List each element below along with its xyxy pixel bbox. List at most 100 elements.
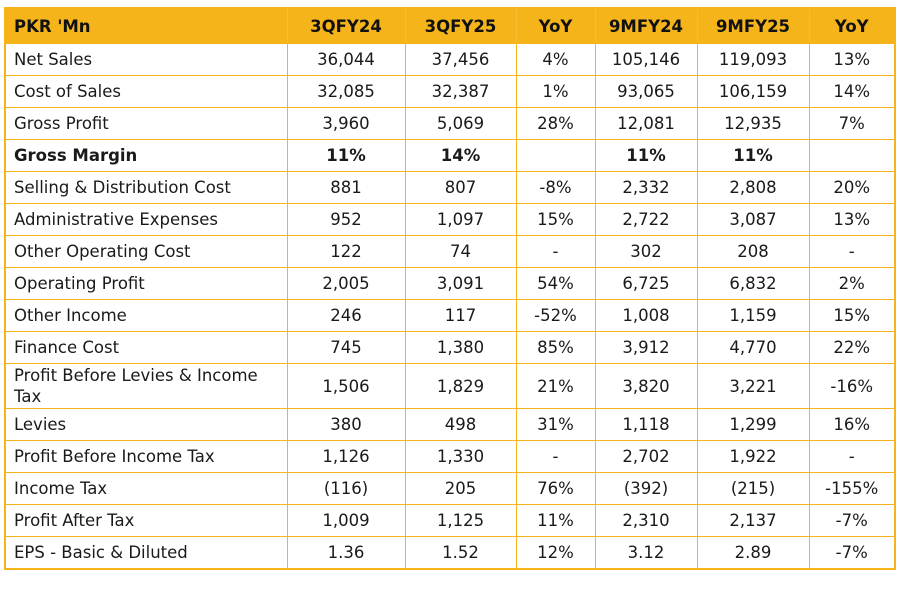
cell-9mfy24: 3,820 — [594, 363, 698, 409]
table-row: Gross Profit 3,960 5,069 28% 12,081 12,935 7% — [4, 107, 896, 140]
row-label: Profit Before Income Tax — [4, 440, 288, 473]
cell-3qfy25: 1,097 — [404, 203, 517, 236]
table-row: Other Operating Cost 122 74-302 208- — [4, 235, 896, 268]
cell-nine-month-yoy — [808, 139, 896, 172]
cell-9mfy24: 2,722 — [594, 203, 698, 236]
row-label: Profit Before Levies & Income Tax — [4, 363, 288, 409]
cell-9mfy24: 1,008 — [594, 299, 698, 332]
cell-nine-month-yoy: 22% — [808, 331, 896, 364]
cell-nine-month-yoy: 16% — [808, 408, 896, 441]
cell-9mfy24: 302 — [594, 235, 698, 268]
cell-quarter-yoy: 31% — [515, 408, 596, 441]
cell-9mfy25: 119,093 — [696, 43, 810, 76]
row-label: Operating Profit — [4, 267, 288, 300]
cell-quarter-yoy: -52% — [515, 299, 596, 332]
table-row: Net Sales 36,044 37,456 4% 105,146 119,093 13% — [4, 43, 896, 76]
header-3qfy24: 3QFY24 — [286, 7, 406, 44]
cell-9mfy25: 1,299 — [696, 408, 810, 441]
cell-9mfy24: 6,725 — [594, 267, 698, 300]
cell-quarter-yoy: 28% — [515, 107, 596, 140]
cell-9mfy24: 2,310 — [594, 504, 698, 537]
cell-9mfy25: 6,832 — [696, 267, 810, 300]
cell-nine-month-yoy: 13% — [808, 43, 896, 76]
cell-nine-month-yoy: 20% — [808, 171, 896, 204]
cell-9mfy25: 11% — [696, 139, 810, 172]
cell-3qfy24: 11% — [286, 139, 406, 172]
header-3qfy25: 3QFY25 — [404, 7, 517, 44]
cell-3qfy24: 952 — [286, 203, 406, 236]
cell-3qfy25: 117 — [404, 299, 517, 332]
row-label: Other Operating Cost — [4, 235, 288, 268]
cell-quarter-yoy: 85% — [515, 331, 596, 364]
cell-9mfy24: 3.12 — [594, 536, 698, 570]
cell-quarter-yoy: 15% — [515, 203, 596, 236]
cell-3qfy24: 36,044 — [286, 43, 406, 76]
cell-3qfy24: 1.36 — [286, 536, 406, 570]
cell-3qfy25: 37,456 — [404, 43, 517, 76]
cell-nine-month-yoy: 7% — [808, 107, 896, 140]
cell-3qfy24: 881 — [286, 171, 406, 204]
cell-quarter-yoy: - — [515, 235, 596, 268]
table-row: Gross Margin 11% 14% 11% 11% — [4, 139, 896, 172]
cell-9mfy24: 1,118 — [594, 408, 698, 441]
table-row: Profit Before Levies & Income Tax 1,506 1,… — [4, 363, 896, 409]
cell-nine-month-yoy: -155% — [808, 472, 896, 505]
row-label: Gross Margin — [4, 139, 288, 172]
cell-3qfy24: 3,960 — [286, 107, 406, 140]
row-label: EPS - Basic & Diluted — [4, 536, 288, 570]
cell-nine-month-yoy: - — [808, 440, 896, 473]
table-row: Administrative Expenses 952 1,097 15% 2,722 3… — [4, 203, 896, 236]
row-label: Selling & Distribution Cost — [4, 171, 288, 204]
cell-3qfy24: (116) — [286, 472, 406, 505]
header-9mfy24: 9MFY24 — [594, 7, 698, 44]
row-label: Finance Cost — [4, 331, 288, 364]
cell-3qfy25: 1,829 — [404, 363, 517, 409]
table-row: EPS - Basic & Diluted 1.36 1.52 12% 3.12 2.89… — [4, 536, 896, 570]
cell-9mfy25: 1,159 — [696, 299, 810, 332]
cell-9mfy24: 11% — [594, 139, 698, 172]
cell-nine-month-yoy: -7% — [808, 504, 896, 537]
cell-nine-month-yoy: 13% — [808, 203, 896, 236]
financial-results-table: PKR 'Mn 3QFY24 3QFY25 YoY 9MFY24 9MFY25 … — [4, 7, 896, 570]
cell-quarter-yoy: -8% — [515, 171, 596, 204]
header-currency-unit: PKR 'Mn — [4, 7, 288, 44]
cell-3qfy25: 14% — [404, 139, 517, 172]
table-row: Operating Profit 2,005 3,091 54% 6,725 6,832 2… — [4, 267, 896, 300]
table-row: Levies 380 498 31% 1,118 1,299 16% — [4, 408, 896, 441]
header-row: PKR 'Mn 3QFY24 3QFY25 YoY 9MFY24 9MFY25 … — [4, 7, 896, 44]
cell-3qfy24: 380 — [286, 408, 406, 441]
row-label: Levies — [4, 408, 288, 441]
cell-nine-month-yoy: -7% — [808, 536, 896, 570]
cell-3qfy25: 1,330 — [404, 440, 517, 473]
cell-quarter-yoy: 21% — [515, 363, 596, 409]
cell-9mfy24: (392) — [594, 472, 698, 505]
cell-9mfy25: 4,770 — [696, 331, 810, 364]
cell-quarter-yoy — [515, 139, 596, 172]
header-nine-month-yoy: YoY — [808, 7, 896, 44]
cell-nine-month-yoy: 15% — [808, 299, 896, 332]
cell-3qfy25: 32,387 — [404, 75, 517, 108]
cell-9mfy24: 2,332 — [594, 171, 698, 204]
cell-quarter-yoy: 4% — [515, 43, 596, 76]
cell-9mfy25: (215) — [696, 472, 810, 505]
cell-9mfy25: 2,808 — [696, 171, 810, 204]
cell-nine-month-yoy: 14% — [808, 75, 896, 108]
cell-3qfy25: 74 — [404, 235, 517, 268]
cell-9mfy24: 105,146 — [594, 43, 698, 76]
cell-9mfy25: 3,087 — [696, 203, 810, 236]
table-row: Income Tax (116) 205 76% (392) (215) -155% — [4, 472, 896, 505]
table-row: Cost of Sales 32,085 32,387 1% 93,065 106,159… — [4, 75, 896, 108]
cell-9mfy24: 12,081 — [594, 107, 698, 140]
cell-quarter-yoy: 54% — [515, 267, 596, 300]
table-row: Profit Before Income Tax 1,126 1,330-2,702… — [4, 440, 896, 473]
table-row: Finance Cost 745 1,380 85% 3,912 4,770 22% — [4, 331, 896, 364]
cell-quarter-yoy: 12% — [515, 536, 596, 570]
cell-3qfy24: 1,126 — [286, 440, 406, 473]
cell-quarter-yoy: 76% — [515, 472, 596, 505]
table-row: Selling & Distribution Cost 881 807 -8% 2,33… — [4, 171, 896, 204]
cell-3qfy25: 498 — [404, 408, 517, 441]
cell-3qfy24: 1,506 — [286, 363, 406, 409]
cell-9mfy25: 12,935 — [696, 107, 810, 140]
cell-3qfy25: 1.52 — [404, 536, 517, 570]
cell-nine-month-yoy: -16% — [808, 363, 896, 409]
